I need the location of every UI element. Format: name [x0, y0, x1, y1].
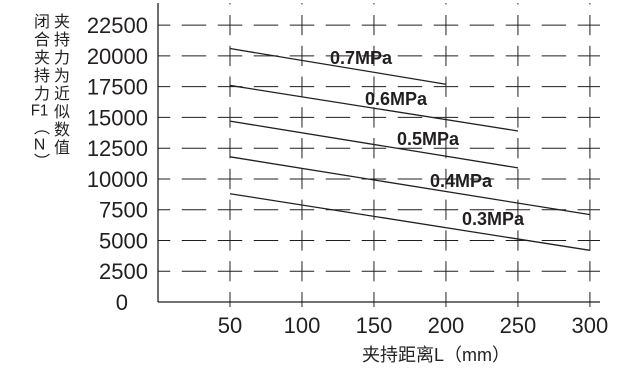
y-tick-label: 2500	[99, 259, 148, 284]
x-tick-label: 50	[218, 313, 242, 338]
axes	[157, 3, 600, 307]
series-line	[229, 120, 519, 169]
series-label: 0.4MPa	[430, 171, 493, 191]
x-tick-label: 300	[572, 313, 609, 338]
y-tick-label: 12500	[87, 136, 148, 161]
series-label: 0.5MPa	[397, 129, 460, 149]
x-tick-label: 100	[284, 313, 321, 338]
grid-lines	[158, 3, 600, 302]
y-tick-label: 20000	[87, 44, 148, 69]
data-series	[229, 47, 591, 251]
tick-labels: 0 2500 5000 7500 10000 12500 15000 17500 20000 22…	[87, 13, 608, 338]
x-tick-label: 200	[428, 313, 465, 338]
y-tick-label: 5000	[99, 228, 148, 253]
y-axis-note: 夹持力为近似数值	[51, 13, 68, 157]
y-tick-label: 15000	[87, 105, 148, 130]
series-line	[229, 193, 591, 251]
series-line	[229, 84, 519, 132]
y-tick-label: 10000	[87, 167, 148, 192]
y-tick-label: 17500	[87, 75, 148, 100]
x-axis-label: 夹持距离L（mm）	[362, 345, 510, 365]
series-line	[229, 47, 447, 85]
series-label: 0.6MPa	[365, 89, 428, 109]
vertical-label-latin-run: F1	[30, 103, 49, 119]
y-tick-label: 7500	[99, 198, 148, 223]
series-label: 0.3MPa	[462, 209, 525, 229]
x-tick-label: 250	[500, 313, 537, 338]
series-label: 0.7MPa	[330, 48, 393, 68]
y-tick-label: 22500	[87, 13, 148, 38]
y-tick-label: 0	[116, 290, 128, 315]
series-labels: 0.7MPa 0.6MPa 0.5MPa 0.4MPa 0.3MPa	[330, 48, 525, 229]
series-line	[229, 156, 591, 216]
x-tick-label: 150	[356, 313, 393, 338]
vertical-label-latin-run: N	[33, 137, 46, 153]
y-axis-label: 闭合夹持力F1（N）	[30, 13, 49, 171]
